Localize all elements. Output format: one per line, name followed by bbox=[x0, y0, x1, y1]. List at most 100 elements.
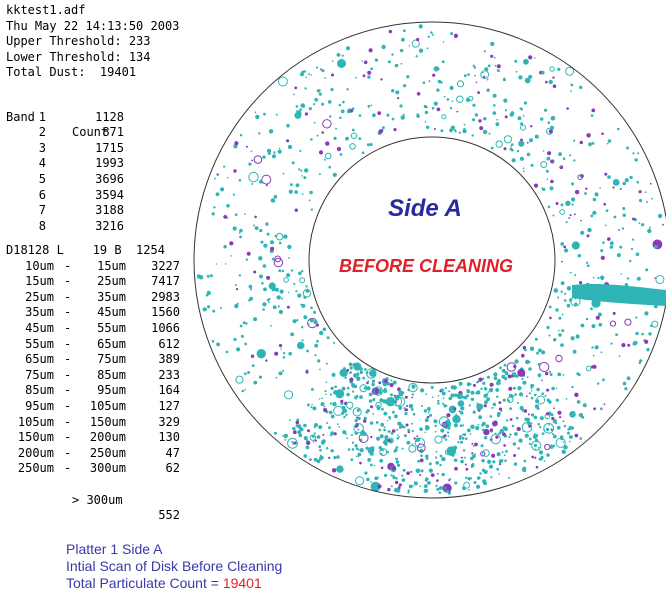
particle-dot bbox=[545, 412, 550, 416]
particle-dot bbox=[406, 471, 410, 476]
particle-dot bbox=[391, 466, 396, 471]
particle-dot bbox=[433, 101, 438, 106]
particle-dot bbox=[457, 441, 460, 444]
particle-dot bbox=[305, 445, 310, 450]
particle-dot bbox=[526, 152, 531, 157]
particle-dot bbox=[437, 79, 442, 84]
particle-dot bbox=[301, 339, 304, 342]
particle-dot bbox=[560, 343, 564, 347]
size-row: 35um - 45um 1560 bbox=[6, 305, 180, 321]
particle-dot bbox=[418, 443, 421, 445]
particle-dot bbox=[534, 393, 537, 397]
particle-dot bbox=[349, 109, 354, 113]
particle-dot bbox=[330, 88, 334, 92]
particle-dot bbox=[488, 132, 491, 135]
particle-dot bbox=[298, 271, 302, 276]
particle-dot bbox=[259, 229, 263, 233]
particle-dot bbox=[412, 412, 416, 416]
particle-dot bbox=[390, 393, 393, 397]
particle-dot bbox=[547, 205, 551, 209]
particle-dot bbox=[381, 44, 386, 50]
particle-dot bbox=[308, 107, 312, 111]
particle-dot bbox=[478, 377, 483, 382]
caption-total: Total Particulate Count = 19401 bbox=[66, 575, 282, 592]
size-count: 62 bbox=[165, 461, 180, 476]
caption-description: Intial Scan of Disk Before Cleaning bbox=[66, 558, 283, 574]
particle-dot bbox=[585, 365, 592, 372]
particle-dot bbox=[324, 390, 327, 393]
particle-dot bbox=[215, 263, 218, 265]
particle-dot bbox=[291, 440, 293, 443]
particle-dot bbox=[473, 481, 477, 484]
particle-dot bbox=[541, 70, 545, 75]
particle-dot bbox=[503, 426, 508, 432]
particle-dot bbox=[560, 435, 564, 439]
size-dash: - bbox=[64, 430, 72, 445]
band-rows: 1 1128 2 871 3 1715 4 1993 5 3696 6 3594 7 3188 8 3216 bbox=[6, 110, 124, 235]
particle-dot bbox=[401, 391, 405, 395]
particle-dot bbox=[538, 446, 540, 449]
particle-dot bbox=[248, 284, 253, 289]
particle-dot bbox=[392, 380, 397, 385]
particle-dot bbox=[560, 281, 565, 286]
particle-dot bbox=[253, 317, 258, 322]
particle-dot bbox=[295, 183, 300, 188]
particle-dot bbox=[238, 179, 242, 182]
particle-dot bbox=[446, 413, 451, 418]
particle-dot bbox=[560, 165, 563, 168]
size-count: 47 bbox=[165, 445, 180, 460]
particle-dot bbox=[575, 334, 580, 339]
particle-dot bbox=[220, 307, 222, 309]
particle-dot bbox=[490, 476, 493, 479]
particle-dot bbox=[493, 104, 496, 107]
particle-dot bbox=[458, 410, 461, 413]
file-name: kktest1.adf bbox=[6, 3, 86, 17]
particle-dot bbox=[651, 320, 659, 328]
particle-dot bbox=[508, 476, 510, 479]
particle-dot bbox=[527, 413, 530, 416]
particle-dot bbox=[565, 200, 571, 206]
particle-dot bbox=[548, 400, 552, 404]
particle-dot bbox=[538, 348, 542, 353]
particle-dot bbox=[604, 172, 608, 176]
particle-dot bbox=[558, 333, 562, 337]
particle-dot bbox=[548, 370, 552, 373]
particle-dot bbox=[249, 288, 252, 291]
particle-dot bbox=[543, 460, 546, 462]
particle-dot bbox=[401, 478, 406, 482]
particle-dot bbox=[325, 381, 328, 384]
particle-dot bbox=[270, 240, 274, 245]
size-min: 150um bbox=[17, 430, 54, 445]
particle-dot bbox=[511, 158, 516, 163]
particle-dot bbox=[318, 398, 321, 400]
particle-dot bbox=[298, 433, 303, 438]
particle-dot bbox=[239, 228, 243, 233]
particle-dot bbox=[287, 437, 298, 449]
particle-dot bbox=[634, 158, 638, 162]
particle-dot bbox=[275, 376, 278, 379]
particle-dot bbox=[202, 307, 207, 312]
particle-dot bbox=[331, 73, 334, 77]
particle-dot bbox=[513, 454, 517, 457]
particle-dot bbox=[408, 382, 418, 393]
size-rows: 10um -15um 3227 15um -25um 7417 25um -35um 2983 3… bbox=[6, 259, 180, 477]
particle-dot bbox=[528, 442, 532, 446]
particle-dot bbox=[346, 392, 350, 397]
particle-dot bbox=[413, 481, 417, 484]
particle-dot bbox=[239, 134, 243, 137]
particle-dot bbox=[453, 129, 456, 132]
size-dash: - bbox=[64, 336, 72, 351]
particle-dot bbox=[422, 81, 426, 84]
particle-dot bbox=[494, 64, 497, 67]
particle-dot bbox=[528, 74, 533, 79]
particle-dot bbox=[534, 438, 539, 443]
particle-dot bbox=[268, 301, 270, 304]
size-count: 3227 bbox=[151, 258, 180, 273]
particle-dot bbox=[546, 178, 549, 180]
particle-dot bbox=[431, 33, 434, 36]
particle-dot bbox=[284, 433, 288, 438]
size-max: 45um bbox=[97, 305, 126, 320]
band-count: 3188 bbox=[95, 203, 124, 218]
particle-dot bbox=[467, 428, 471, 433]
